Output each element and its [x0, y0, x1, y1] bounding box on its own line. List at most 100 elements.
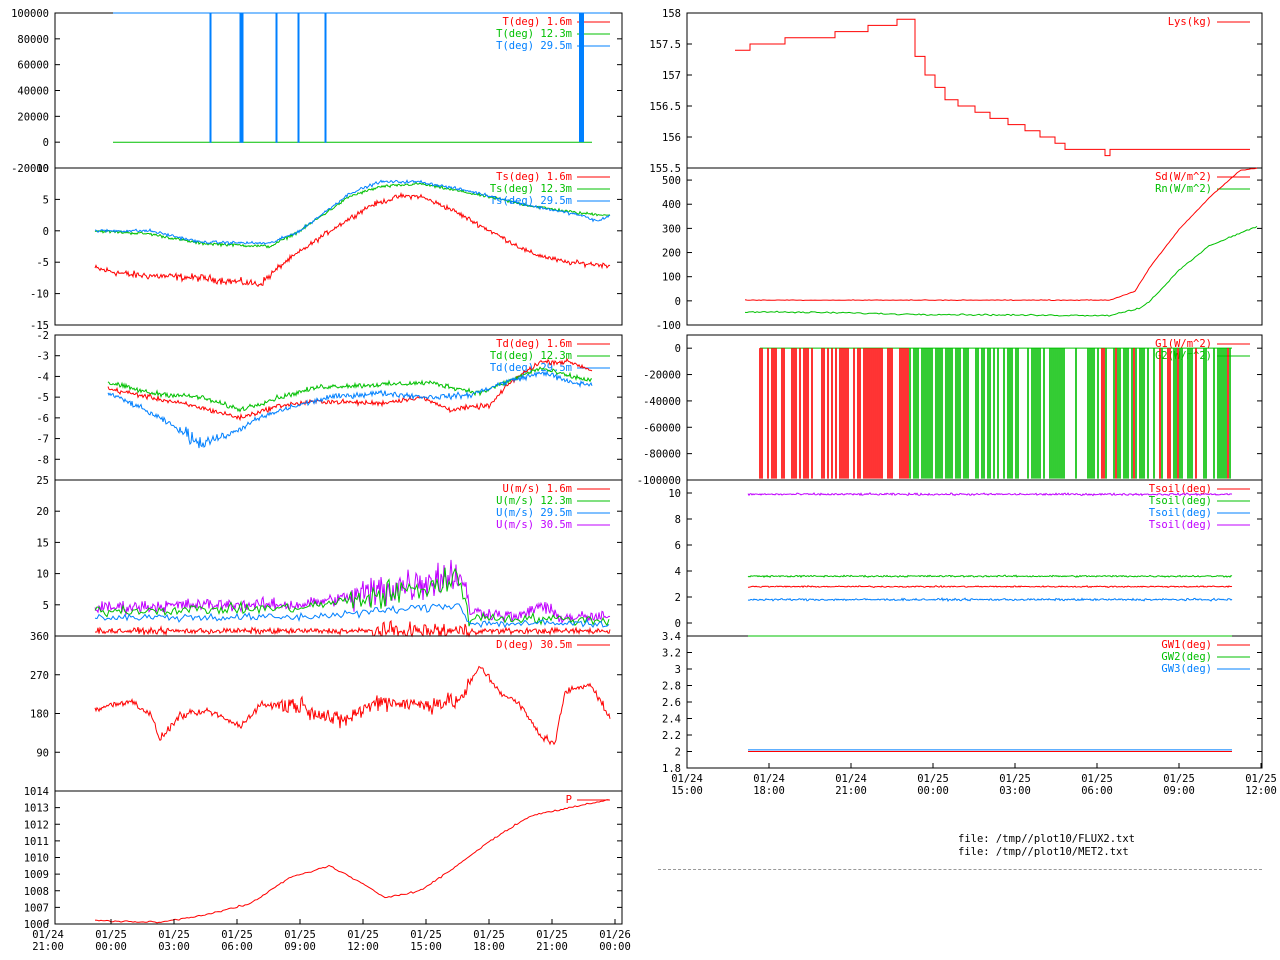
y-tick-label: 0 [43, 137, 49, 149]
chart-panel-ts [54, 167, 623, 326]
legend-label: U(m/s) 29.5m [496, 507, 572, 519]
legend-label: T(deg) 1.6m [502, 16, 572, 28]
series-line-tsoil-4 [747, 492, 1233, 497]
x-tick-label-date: 01/25 [347, 929, 379, 941]
y-tick-label: -40000 [643, 396, 681, 408]
legend-label: Td(deg) 12.3m [490, 350, 572, 362]
x-tick-label-date: 01/24 [835, 773, 867, 785]
legend-label: GW3(deg) [1161, 663, 1212, 675]
x-tick-label-time: 06:00 [1081, 785, 1113, 797]
y-tick-label: 5 [43, 194, 49, 206]
y-tick-label: 100000 [11, 8, 49, 20]
legend-label: U(m/s) 1.6m [502, 483, 572, 495]
x-tick-label-date: 01/24 [32, 929, 64, 941]
legend-label: GW2(deg) [1161, 651, 1212, 663]
y-tick-label: 3.2 [662, 648, 681, 660]
y-tick-label: 3.4 [662, 631, 681, 643]
y-tick-label: 2.4 [662, 714, 681, 726]
series-line-u-29.5m [94, 603, 610, 629]
y-tick-label: 156 [662, 132, 681, 144]
series-band-t-29.5m [579, 13, 584, 143]
y-tick-label: 1007 [24, 902, 49, 914]
y-tick-label: 156.5 [649, 101, 681, 113]
file-list: file: /tmp//plot10/FLUX2.txt file: /tmp/… [958, 833, 1135, 859]
y-tick-label: 1014 [24, 786, 49, 798]
plot-frame [686, 12, 1263, 169]
y-tick-label: -80000 [643, 449, 681, 461]
y-tick-label: 300 [662, 223, 681, 235]
y-tick-label: 1013 [24, 803, 49, 815]
y-tick-label: 2 [675, 747, 681, 759]
series-line-p [94, 799, 610, 924]
y-tick-label: 4 [675, 566, 681, 578]
y-tick-label: 0 [675, 618, 681, 630]
y-tick-label: 10 [36, 569, 49, 581]
y-tick-label: -100 [656, 320, 681, 332]
x-tick-label-time: 00:00 [599, 941, 631, 953]
x-tick-label-time: 15:00 [410, 941, 442, 953]
legend-label: G1(W/m^2) [1155, 338, 1212, 350]
plot-frame [54, 790, 623, 925]
y-tick-label: 40000 [17, 86, 49, 98]
series-line-lys [735, 18, 1250, 157]
chart-panel-p [54, 790, 623, 925]
series-line-tsoil-2 [747, 574, 1233, 579]
x-tick-label-date: 01/25 [917, 773, 949, 785]
legend-label: P [566, 794, 572, 806]
y-tick-label: 1010 [24, 853, 49, 865]
legend-label: Tsoil(deg) [1149, 495, 1212, 507]
legend-label: Td(deg) 29.5m [490, 362, 572, 374]
x-tick-label-time: 06:00 [221, 941, 253, 953]
series-line-u-1.6m [94, 619, 611, 638]
y-tick-label: 1011 [24, 836, 49, 848]
y-tick-label: 5 [43, 600, 49, 612]
y-tick-label: 8 [675, 514, 681, 526]
y-tick-label: 2.8 [662, 681, 681, 693]
y-tick-label: -5 [36, 392, 49, 404]
x-tick-label-date: 01/25 [410, 929, 442, 941]
series-line-ts-1.6m [94, 191, 611, 288]
legend-label: T(deg) 12.3m [496, 28, 572, 40]
x-tick-label-time: 03:00 [158, 941, 190, 953]
x-tick-label-date: 01/24 [671, 773, 703, 785]
y-tick-label: -3 [36, 351, 49, 363]
x-tick-label-time: 21:00 [536, 941, 568, 953]
x-tick-label-time: 00:00 [95, 941, 127, 953]
y-tick-label: 3 [675, 664, 681, 676]
y-tick-label: 1.8 [662, 763, 681, 775]
legend-label: Ts(deg) 29.5m [490, 195, 572, 207]
x-tick-label-time: 09:00 [1163, 785, 1195, 797]
separator [658, 869, 1262, 870]
y-tick-label: 2.2 [662, 730, 681, 742]
legend-label: Ts(deg) 12.3m [490, 183, 572, 195]
file-path: file: /tmp//plot10/FLUX2.txt [958, 833, 1136, 845]
y-tick-label: 0 [675, 343, 681, 355]
x-tick-label-date: 01/25 [158, 929, 190, 941]
x-tick-label-time: 21:00 [32, 941, 64, 953]
y-tick-label: -60000 [643, 422, 681, 434]
x-tick-label-time: 18:00 [753, 785, 785, 797]
y-tick-label: 80000 [17, 34, 49, 46]
y-tick-label: 1008 [24, 886, 49, 898]
y-tick-label: -100000 [637, 475, 681, 487]
y-tick-label: 157 [662, 70, 681, 82]
series-line-ts-29.5m [94, 179, 611, 246]
x-tick-label-date: 01/25 [221, 929, 253, 941]
x-tick-label-time: 18:00 [473, 941, 505, 953]
series-line-tsoil-3 [747, 597, 1233, 602]
x-tick-label-time: 15:00 [671, 785, 703, 797]
chart-panel-sd [686, 167, 1263, 326]
y-tick-label: -20000 [11, 163, 49, 175]
y-tick-label: 500 [662, 175, 681, 187]
y-tick-label: -5 [36, 257, 49, 269]
series-line-td-1.6m [107, 357, 593, 422]
y-tick-label: 200 [662, 248, 681, 260]
y-tick-label: 15 [36, 537, 49, 549]
legend-label: U(m/s) 12.3m [496, 495, 572, 507]
y-tick-label: 10 [668, 488, 681, 500]
y-tick-label: 270 [30, 670, 49, 682]
y-tick-label: 1012 [24, 819, 49, 831]
y-tick-label: 0 [675, 296, 681, 308]
y-tick-label: 0 [43, 226, 49, 238]
y-tick-label: 6 [675, 540, 681, 552]
